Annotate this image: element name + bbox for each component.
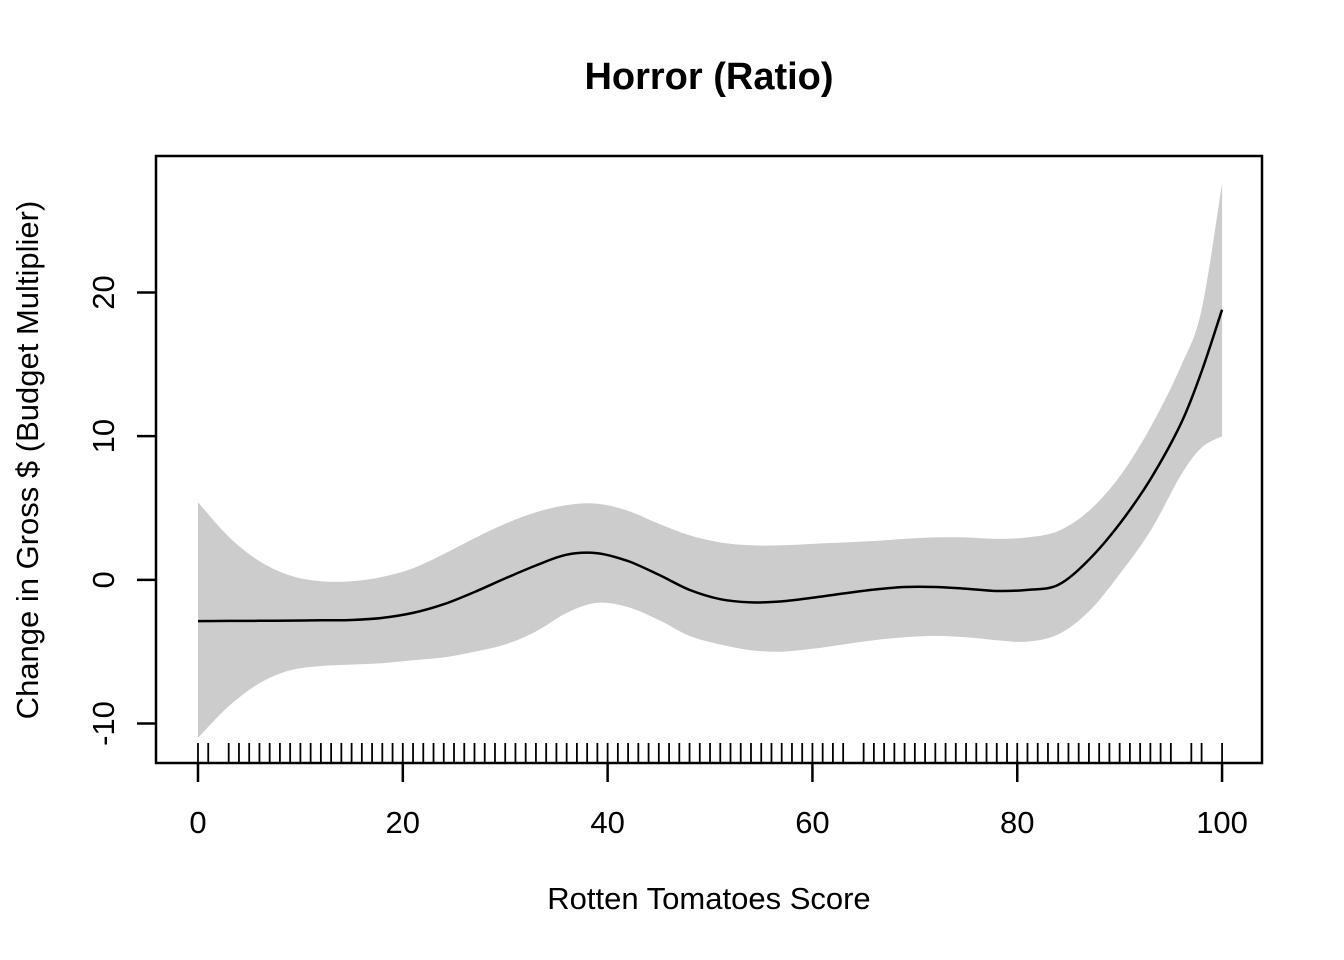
y-tick-label: -10	[86, 701, 121, 746]
confidence-band	[198, 183, 1223, 738]
x-tick-label: 0	[189, 805, 206, 840]
chart-title: Horror (Ratio)	[584, 56, 834, 98]
y-tick-label: 20	[86, 275, 121, 309]
y-tick-label: 0	[86, 571, 121, 588]
x-tick-label: 60	[795, 805, 829, 840]
x-axis-title: Rotten Tomatoes Score	[547, 881, 871, 916]
x-tick-label: 40	[590, 805, 624, 840]
plot-box	[154, 154, 1264, 765]
y-tick-label: 10	[86, 419, 121, 453]
x-tick-label: 20	[386, 805, 420, 840]
smooth-line	[197, 309, 1224, 623]
x-tick-label: 100	[1196, 805, 1248, 840]
x-tick-label: 80	[1000, 805, 1034, 840]
y-axis-title: Change in Gross $ (Budget Multiplier)	[10, 200, 45, 720]
